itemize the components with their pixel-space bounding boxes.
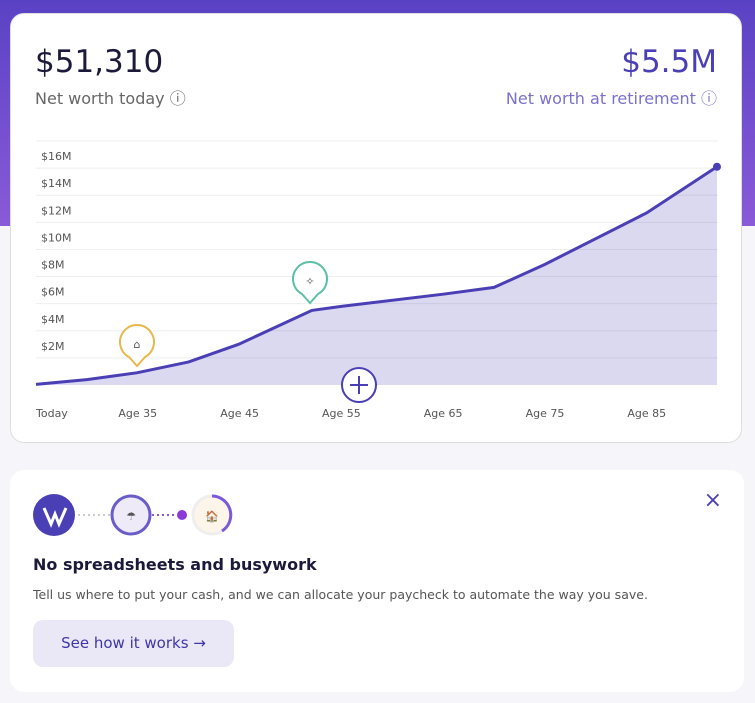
label: Net worth at retirement bbox=[505, 89, 696, 108]
x-tick-label: Age 35 bbox=[118, 407, 157, 420]
x-tick-label: Age 65 bbox=[424, 407, 463, 420]
info-card: ☂ 🏠 × No spreadsheets and busywork Tell … bbox=[10, 470, 744, 692]
x-tick-label: Today bbox=[35, 407, 68, 420]
retire-value: $5.5M bbox=[621, 44, 717, 80]
y-tick-label: $4M bbox=[41, 313, 65, 326]
line bbox=[35, 165, 718, 386]
flow-icons: ☂ 🏠 bbox=[33, 494, 233, 536]
x-tick-label: Age 75 bbox=[526, 407, 565, 420]
label: Net worth today bbox=[35, 89, 165, 108]
y-tick-label: $2M bbox=[41, 340, 65, 353]
y-tick-label: $8M bbox=[41, 259, 65, 272]
pin-icon: ✧ bbox=[305, 275, 314, 288]
add-icon bbox=[350, 376, 368, 394]
y-tick-label: $10M bbox=[41, 231, 72, 244]
svg-text:🏠: 🏠 bbox=[205, 510, 219, 523]
x-tick-label: Age 85 bbox=[627, 407, 666, 420]
svg-text:☂: ☂ bbox=[126, 510, 136, 523]
y-tick-label: $16M bbox=[41, 150, 72, 163]
today-label: Net worth today ⓘ bbox=[35, 89, 186, 108]
today-value: $51,310 bbox=[35, 44, 164, 80]
card-title: No spreadsheets and busywork bbox=[33, 555, 317, 574]
x-tick-label: Age 55 bbox=[322, 407, 361, 420]
x-tick-label: Age 45 bbox=[220, 407, 259, 420]
end-point bbox=[712, 162, 721, 171]
pin-icon: ⌂ bbox=[134, 338, 141, 351]
y-tick-label: $6M bbox=[41, 286, 65, 299]
pin bbox=[119, 324, 155, 368]
close-button[interactable]: × bbox=[703, 488, 722, 513]
pin bbox=[292, 261, 328, 305]
y-tick-label: $14M bbox=[41, 177, 72, 190]
card-text: Tell us where to put your cash, and we c… bbox=[33, 587, 648, 602]
area bbox=[36, 166, 717, 385]
cta-button[interactable]: See how it works → bbox=[33, 620, 234, 667]
chart: $2M $4M $6M $8M $10M $12M $14M $16M Today Age 35 A… bbox=[35, 140, 721, 420]
y-tick-label: $12M bbox=[41, 204, 72, 217]
retire-label: Net worth at retirement ⓘ bbox=[505, 89, 717, 108]
